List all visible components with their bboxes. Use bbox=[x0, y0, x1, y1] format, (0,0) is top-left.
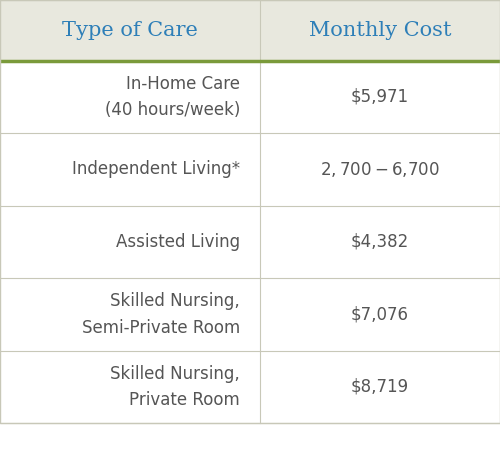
Text: Skilled Nursing,
Semi-Private Room: Skilled Nursing, Semi-Private Room bbox=[82, 292, 240, 337]
Text: Assisted Living: Assisted Living bbox=[116, 233, 240, 251]
Text: Skilled Nursing,
Private Room: Skilled Nursing, Private Room bbox=[110, 364, 240, 409]
Text: Type of Care: Type of Care bbox=[62, 21, 198, 40]
Bar bbox=[0, 206, 500, 278]
Bar bbox=[0, 61, 500, 133]
Text: $4,382: $4,382 bbox=[351, 233, 409, 251]
Bar bbox=[0, 0, 500, 61]
Text: Monthly Cost: Monthly Cost bbox=[309, 21, 451, 40]
Text: $8,719: $8,719 bbox=[351, 378, 409, 396]
Text: $7,076: $7,076 bbox=[351, 305, 409, 323]
Bar bbox=[0, 133, 500, 206]
Text: In-Home Care
(40 hours/week): In-Home Care (40 hours/week) bbox=[104, 75, 240, 119]
Bar bbox=[0, 278, 500, 351]
Text: $2,700 - $6,700: $2,700 - $6,700 bbox=[320, 160, 440, 179]
Text: Independent Living*: Independent Living* bbox=[72, 161, 240, 179]
Bar bbox=[0, 351, 500, 423]
Text: $5,971: $5,971 bbox=[351, 88, 409, 106]
